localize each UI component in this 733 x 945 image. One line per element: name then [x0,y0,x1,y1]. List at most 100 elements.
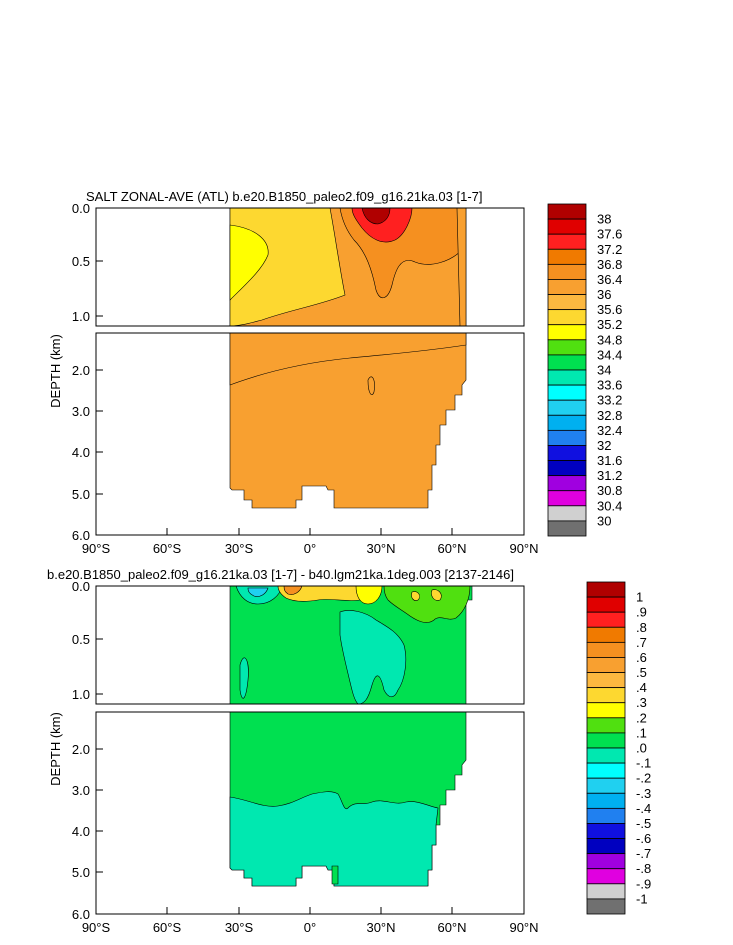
plot-2-colorbar: 1.9.8.7.6.5.4.3.2.1.0-.1-.2-.3-.4-.5-.6-… [586,581,651,915]
plot-1-xtick-label: 30°S [225,541,254,556]
plot-1-upper-y-axis: 0.0 0.5 1.0 [72,201,103,324]
colorbar-swatch [586,868,626,885]
plot-1-xtick-label: 60°N [437,541,466,556]
colorbar-label: 37.6 [597,227,622,242]
plot-1-region-deep-upper [229,333,467,386]
colorbar-label: 30.4 [597,498,622,513]
plot-2-ytick-label: 5.0 [72,865,90,880]
colorbar-label: .9 [636,605,647,620]
colorbar-swatch [547,429,587,446]
colorbar-swatch [586,898,626,915]
plot-2-lower-panel [229,712,467,887]
colorbar-label: 33.6 [597,378,622,393]
plot-2-title: b.e20.B1850_paleo2.f09_g16.21ka.03 [1-7]… [47,567,514,582]
colorbar-label: -.8 [636,861,651,876]
plot-1-xtick-label: 60°S [153,541,182,556]
colorbar-label: .1 [636,725,647,740]
plot-1-ytick-label: 5.0 [72,487,90,502]
colorbar-label: 31.2 [597,468,622,483]
colorbar-label: -.2 [636,771,651,786]
plot-2-region-surface-dots [411,589,442,601]
colorbar-swatch [586,807,626,824]
colorbar-swatch [586,747,626,764]
colorbar-label: -.3 [636,786,651,801]
colorbar-label: 32 [597,438,611,453]
colorbar-label: -.6 [636,831,651,846]
plot-1-region-north-core [361,208,391,225]
plot-2-ytick-label: 0.5 [72,632,90,647]
colorbar-swatch [547,203,587,220]
plot-2-region-surface-orange [283,586,303,595]
colorbar-label: -.9 [636,876,651,891]
colorbar-label: 32.4 [597,423,622,438]
plot-2-xtick-label: 90°N [509,920,538,935]
colorbar-label: 36 [597,287,611,302]
colorbar-label: 37.2 [597,242,622,257]
plot-2-ytick-label: 2.0 [72,742,90,757]
plot-2-region-surface-fresh-core [247,587,269,597]
plot-1-ytick-label: 6.0 [72,528,90,543]
colorbar-swatch [586,777,626,794]
colorbar-label: 35.6 [597,302,622,317]
plot-2-region-deep-fresh [229,791,439,887]
colorbar-label: 36.8 [597,257,622,272]
colorbar-label: .8 [636,620,647,635]
plot-1-xtick-label: 90°S [82,541,111,556]
plot-2-x-axis: 90°S 60°S 30°S 0° 30°N 60°N 90°N [82,907,539,935]
colorbar-label: 34 [597,363,611,378]
colorbar-label: .7 [636,635,647,650]
plot-1-lower-y-axis: 2.0 3.0 4.0 5.0 6.0 [72,363,103,543]
colorbar-swatch [547,354,587,371]
plot-1-colorbar: 3837.637.236.836.43635.635.234.834.43433… [547,203,622,537]
colorbar-swatch [586,732,626,749]
colorbar-swatch [547,505,587,522]
colorbar-swatch [547,384,587,401]
colorbar-swatch [586,626,626,643]
plot-1-ytick-label: 4.0 [72,445,90,460]
colorbar-swatch [586,657,626,673]
colorbar-label: 35.2 [597,317,622,332]
colorbar-label: .2 [636,710,647,725]
colorbar-label: -.7 [636,846,651,861]
colorbar-swatch [586,853,626,870]
colorbar-label: -.5 [636,816,651,831]
plot-1-xtick-label: 0° [304,541,316,556]
plot-2-ytick-label: 6.0 [72,907,90,922]
colorbar-swatch [586,581,626,598]
colorbar-label: .0 [636,741,647,756]
plot-1-x-axis: 90°S 60°S 30°S 0° 30°N 60°N 90°N [82,528,539,556]
colorbar-swatch [547,369,587,386]
colorbar-swatch [547,460,587,477]
plot-1-ytick-label: 2.0 [72,363,90,378]
plot-1-region-south-core [229,224,269,301]
plot-1-ytick-label: 3.0 [72,404,90,419]
colorbar-swatch [586,717,626,734]
colorbar-swatch [547,324,587,341]
colorbar-swatch [547,520,587,537]
plot-1-ytick-label: 0.5 [72,254,90,269]
colorbar-swatch [547,445,587,461]
plot-1: SALT ZONAL-AVE (ATL) b.e20.B1850_paleo2.… [48,189,622,556]
colorbar-swatch [547,399,587,416]
plot-2-ytick-label: 0.0 [72,579,90,594]
plot-2-region-surface-green-north [383,586,471,623]
colorbar-swatch [547,475,587,492]
plot-1-title: SALT ZONAL-AVE (ATL) b.e20.B1850_paleo2.… [86,189,483,204]
plot-2-ytick-label: 3.0 [72,783,90,798]
colorbar-label: -1 [636,891,648,906]
plot-2-ytick-label: 1.0 [72,687,90,702]
colorbar-label: -.1 [636,756,651,771]
colorbar-swatch [547,279,587,295]
colorbar-label: 36.4 [597,272,622,287]
plot-2-ylabel: DEPTH (km) [48,712,63,786]
colorbar-label: 32.8 [597,408,622,423]
colorbar-label: .3 [636,695,647,710]
plot-2-xtick-label: 0° [304,920,316,935]
colorbar-swatch [586,823,626,839]
plot-1-ytick-label: 1.0 [72,309,90,324]
colorbar-swatch [547,294,587,311]
colorbar-label: 34.8 [597,332,622,347]
plot-1-xtick-label: 90°N [509,541,538,556]
colorbar-swatch [547,309,587,326]
